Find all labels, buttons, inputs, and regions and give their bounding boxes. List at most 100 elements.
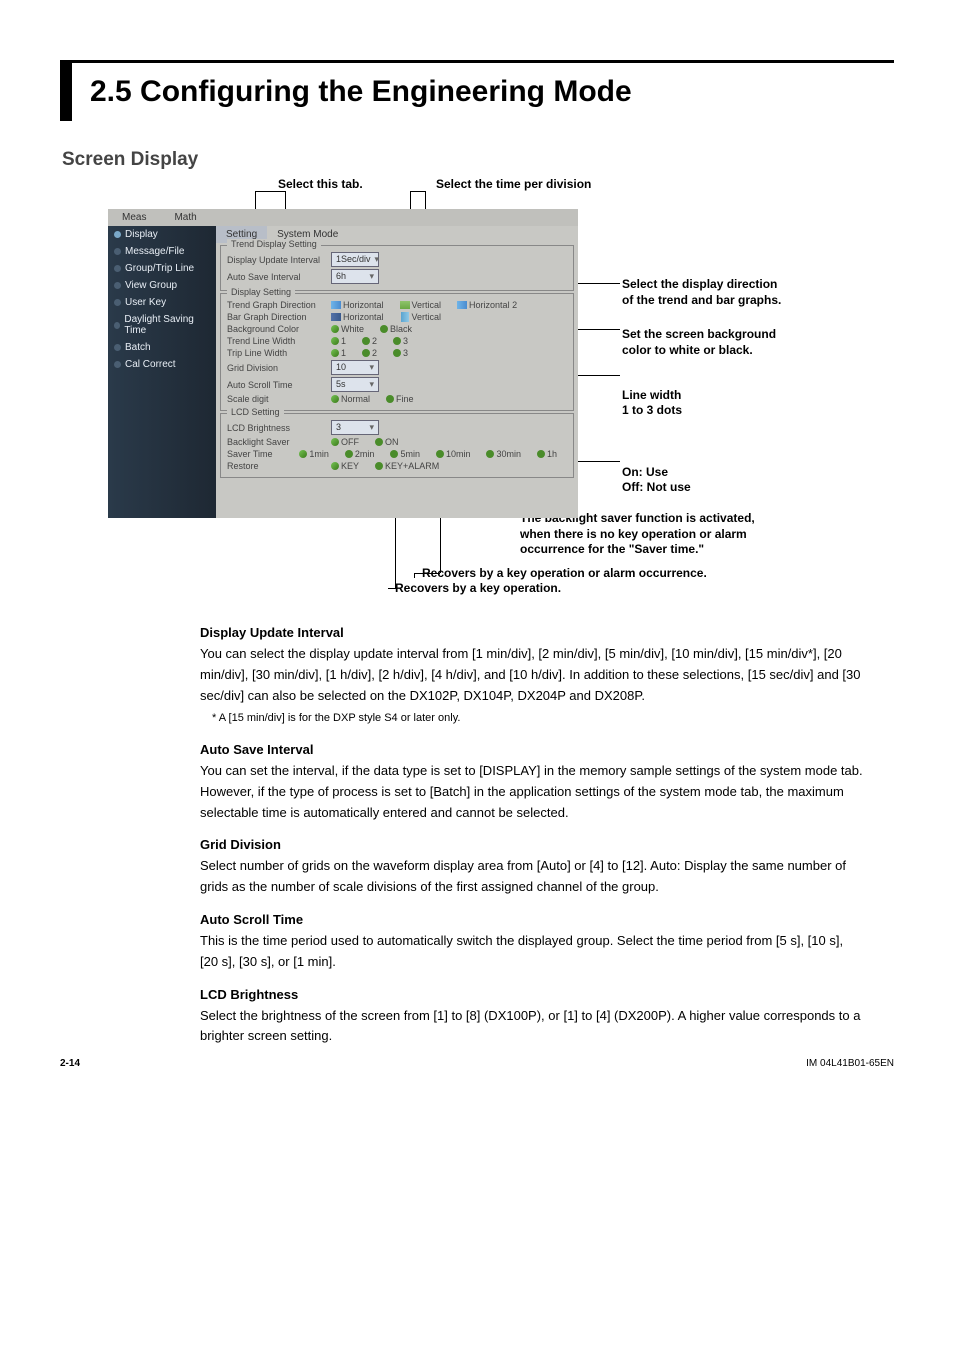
radio-icon xyxy=(393,349,401,357)
radio-option[interactable]: ON xyxy=(375,437,399,447)
row-label: Auto Save Interval xyxy=(227,272,325,282)
select[interactable]: 3 xyxy=(331,420,379,435)
section-title: 2.5 Configuring the Engineering Mode xyxy=(60,60,894,121)
sidebar-item[interactable]: Display xyxy=(108,226,216,243)
leader-line xyxy=(575,283,620,284)
callout-text: Set the screen background color to white… xyxy=(622,327,776,357)
select[interactable]: 5s xyxy=(331,377,379,392)
sidebar-item[interactable]: Cal Correct xyxy=(108,356,216,373)
radio-option[interactable]: 5min xyxy=(390,449,420,459)
select[interactable]: 6h xyxy=(331,269,379,284)
radio-icon xyxy=(362,349,370,357)
row-label: Display Update Interval xyxy=(227,255,325,265)
title-text: 2.5 Configuring the Engineering Mode xyxy=(90,75,894,109)
radio-option[interactable]: Horizontal 2 xyxy=(457,300,517,310)
heading-update-interval: Display Update Interval xyxy=(200,625,864,640)
radio-icon xyxy=(114,248,121,255)
sidebar-item[interactable]: Message/File xyxy=(108,243,216,260)
direction-icon xyxy=(400,301,410,309)
sidebar-label: User Key xyxy=(125,297,166,308)
radio-icon xyxy=(114,361,121,368)
radio-option[interactable]: 30min xyxy=(486,449,521,459)
radio-option[interactable]: 1h xyxy=(537,449,557,459)
callout-select-time: Select the time per division xyxy=(436,177,591,193)
sidebar-item[interactable]: Daylight Saving Time xyxy=(108,311,216,339)
radio-option[interactable]: 10min xyxy=(436,449,471,459)
radio-icon xyxy=(114,265,121,272)
radio-icon xyxy=(114,299,121,306)
radio-option[interactable]: 1 xyxy=(331,336,346,346)
subtitle: Screen Display xyxy=(62,149,894,171)
radio-option[interactable]: 2 xyxy=(362,336,377,346)
menu-meas[interactable]: Meas xyxy=(108,209,160,226)
sidebar-item[interactable]: View Group xyxy=(108,277,216,294)
sidebar-item[interactable]: Group/Trip Line xyxy=(108,260,216,277)
sidebar-item[interactable]: Batch xyxy=(108,339,216,356)
para-auto-save: You can set the interval, if the data ty… xyxy=(200,761,864,823)
radio-icon xyxy=(114,344,121,351)
radio-icon xyxy=(390,450,398,458)
setting-row: Restore KEY KEY+ALARM xyxy=(227,461,567,471)
radio-icon xyxy=(380,325,388,333)
radio-option[interactable]: 1min xyxy=(299,449,329,459)
note-15min: * A [15 min/div] is for the DXP style S4… xyxy=(222,710,864,728)
radio-option[interactable]: Vertical xyxy=(400,300,442,310)
radio-option[interactable]: 1 xyxy=(331,348,346,358)
sidebar-label: Daylight Saving Time xyxy=(124,314,210,336)
heading-scroll: Auto Scroll Time xyxy=(200,912,864,927)
leader-line xyxy=(410,191,425,192)
setting-row: Scale digitNormalFine xyxy=(227,394,567,404)
fieldset-trend: Trend Display SettingDisplay Update Inte… xyxy=(220,245,574,291)
radio-icon xyxy=(375,438,383,446)
radio-option[interactable]: OFF xyxy=(331,437,359,447)
row-label: Trip Line Width xyxy=(227,348,325,358)
radio-icon xyxy=(114,231,121,238)
sidebar-label: Batch xyxy=(125,342,151,353)
row-label: Restore xyxy=(227,461,325,471)
row-label: Trend Graph Direction xyxy=(227,300,325,310)
page-footer: 2-14 IM 04L41B01-65EN xyxy=(60,1058,894,1069)
radio-option[interactable]: Fine xyxy=(386,394,414,404)
radio-icon xyxy=(486,450,494,458)
row-label: Grid Division xyxy=(227,363,325,373)
select[interactable]: 1Sec/div xyxy=(331,252,379,267)
sidebar-label: Display xyxy=(125,229,158,240)
radio-icon xyxy=(114,322,120,329)
radio-option[interactable]: 3 xyxy=(393,348,408,358)
radio-option[interactable]: White xyxy=(331,324,364,334)
radio-option[interactable]: 2 xyxy=(362,348,377,358)
doc-id: IM 04L41B01-65EN xyxy=(806,1058,894,1069)
radio-option[interactable]: Vertical xyxy=(400,312,442,322)
setting-row: Grid Division 10 xyxy=(227,360,567,375)
radio-option[interactable]: Horizontal xyxy=(331,312,384,322)
radio-option[interactable]: KEY xyxy=(331,461,359,471)
annotated-screenshot: Select this tab. Select the time per div… xyxy=(60,177,894,607)
callout-saver: The backlight saver function is activate… xyxy=(520,511,780,558)
radio-option[interactable]: 3 xyxy=(393,336,408,346)
callout-text: Select this tab. xyxy=(278,177,363,191)
callout-text: Recovers by a key operation. xyxy=(395,581,561,595)
sidebar-label: Message/File xyxy=(125,246,184,257)
radio-icon xyxy=(331,395,339,403)
para-lcd: Select the brightness of the screen from… xyxy=(200,1006,864,1048)
legend: Display Setting xyxy=(227,287,295,297)
setting-row: Bar Graph DirectionHorizontalVertical xyxy=(227,312,567,322)
sidebar-item[interactable]: User Key xyxy=(108,294,216,311)
setting-row: Background ColorWhiteBlack xyxy=(227,324,567,334)
setting-row: Trip Line Width 1 2 3 xyxy=(227,348,567,358)
setting-row: Saver Time1min2min5min10min30min1h xyxy=(227,449,567,459)
para-update-interval: You can select the display update interv… xyxy=(200,644,864,706)
direction-icon xyxy=(457,301,467,309)
radio-icon xyxy=(299,450,307,458)
radio-option[interactable]: Normal xyxy=(331,394,370,404)
menu-math[interactable]: Math xyxy=(160,209,210,226)
radio-option[interactable]: 2min xyxy=(345,449,375,459)
callout-select-tab: Select this tab. xyxy=(278,177,363,193)
radio-icon xyxy=(345,450,353,458)
select[interactable]: 10 xyxy=(331,360,379,375)
legend: LCD Setting xyxy=(227,407,284,417)
radio-option[interactable]: Black xyxy=(380,324,412,334)
radio-option[interactable]: KEY+ALARM xyxy=(375,461,439,471)
radio-option[interactable]: Horizontal xyxy=(331,300,384,310)
row-label: Trend Line Width xyxy=(227,336,325,346)
